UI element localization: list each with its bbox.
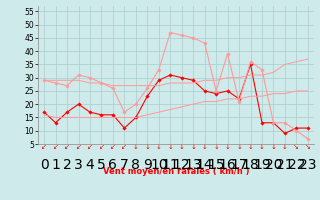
X-axis label: Vent moyen/en rafales ( km/h ): Vent moyen/en rafales ( km/h ): [103, 167, 249, 176]
